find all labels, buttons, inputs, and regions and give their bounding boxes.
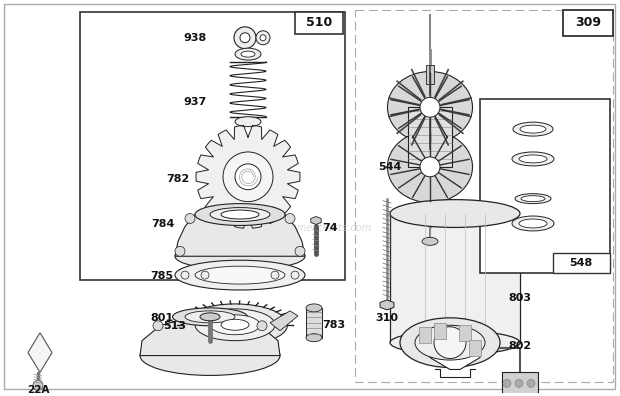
Bar (408, 107, 452, 167)
Ellipse shape (235, 48, 261, 60)
Polygon shape (196, 126, 300, 228)
Ellipse shape (519, 219, 547, 228)
Text: ©ReplacementParts.com: ©ReplacementParts.com (249, 223, 371, 233)
Ellipse shape (195, 204, 285, 225)
Ellipse shape (388, 131, 472, 203)
Text: 510: 510 (306, 16, 332, 29)
Ellipse shape (521, 196, 545, 202)
Circle shape (503, 379, 511, 387)
Text: 784: 784 (151, 219, 175, 229)
Circle shape (257, 321, 267, 331)
Circle shape (223, 152, 273, 202)
Circle shape (153, 321, 163, 331)
Polygon shape (380, 300, 394, 310)
Text: 74: 74 (322, 223, 338, 233)
Text: 938: 938 (184, 33, 206, 43)
Circle shape (235, 164, 261, 190)
Ellipse shape (520, 125, 546, 133)
Bar (502, 373, 538, 394)
Bar (434, 323, 446, 339)
Polygon shape (140, 317, 280, 356)
Ellipse shape (415, 325, 485, 360)
Circle shape (515, 379, 523, 387)
Ellipse shape (400, 318, 500, 367)
Circle shape (185, 213, 195, 223)
Polygon shape (28, 333, 52, 373)
Text: 783: 783 (322, 320, 345, 330)
Text: 309: 309 (575, 16, 601, 29)
Circle shape (420, 97, 440, 117)
Text: 513: 513 (164, 321, 187, 331)
Bar (419, 327, 431, 343)
Text: 544: 544 (378, 162, 402, 172)
Bar (563, 10, 613, 36)
Ellipse shape (175, 260, 305, 290)
Ellipse shape (221, 210, 259, 219)
Ellipse shape (210, 208, 270, 221)
Text: 782: 782 (166, 174, 190, 184)
Circle shape (527, 379, 535, 387)
Bar (553, 253, 610, 273)
Circle shape (291, 271, 299, 279)
Ellipse shape (422, 237, 438, 246)
Ellipse shape (390, 331, 520, 354)
Ellipse shape (210, 315, 260, 335)
Ellipse shape (185, 311, 235, 323)
Ellipse shape (140, 336, 280, 375)
Ellipse shape (235, 117, 261, 127)
Bar (469, 340, 481, 356)
Polygon shape (311, 217, 321, 225)
Ellipse shape (195, 309, 275, 341)
Bar (390, 213, 520, 343)
Circle shape (33, 381, 43, 390)
Ellipse shape (306, 334, 322, 342)
Ellipse shape (388, 72, 472, 143)
Bar (306, 308, 322, 338)
Circle shape (175, 246, 185, 256)
Polygon shape (270, 311, 298, 331)
Ellipse shape (221, 319, 249, 330)
Ellipse shape (172, 308, 247, 326)
Polygon shape (430, 343, 480, 369)
Ellipse shape (175, 242, 305, 270)
Text: 937: 937 (184, 97, 206, 107)
Bar (295, 12, 343, 34)
Bar (480, 99, 610, 273)
Circle shape (271, 271, 279, 279)
Circle shape (234, 27, 256, 49)
Ellipse shape (519, 155, 547, 163)
Text: 548: 548 (569, 258, 593, 268)
Ellipse shape (241, 51, 255, 57)
Circle shape (201, 271, 209, 279)
Ellipse shape (512, 152, 554, 166)
Ellipse shape (515, 194, 551, 204)
Bar (355, 10, 613, 383)
Bar (80, 12, 345, 280)
Ellipse shape (512, 216, 554, 231)
Circle shape (256, 31, 270, 45)
Text: 801: 801 (151, 313, 174, 323)
Circle shape (240, 33, 250, 43)
Text: 803: 803 (508, 293, 531, 303)
Circle shape (295, 246, 305, 256)
Polygon shape (175, 215, 305, 256)
Text: 802: 802 (508, 341, 531, 350)
Text: 310: 310 (376, 313, 399, 323)
Circle shape (434, 327, 466, 358)
Ellipse shape (390, 200, 520, 227)
Ellipse shape (182, 304, 288, 346)
Circle shape (260, 35, 266, 41)
Circle shape (285, 213, 295, 223)
Circle shape (181, 271, 189, 279)
Ellipse shape (195, 266, 285, 284)
Bar (426, 65, 434, 84)
Circle shape (420, 157, 440, 177)
Bar (459, 325, 471, 341)
Ellipse shape (513, 122, 553, 136)
Text: 785: 785 (151, 271, 174, 281)
Text: 22A: 22A (27, 385, 49, 395)
Ellipse shape (306, 304, 322, 312)
Ellipse shape (200, 313, 220, 321)
